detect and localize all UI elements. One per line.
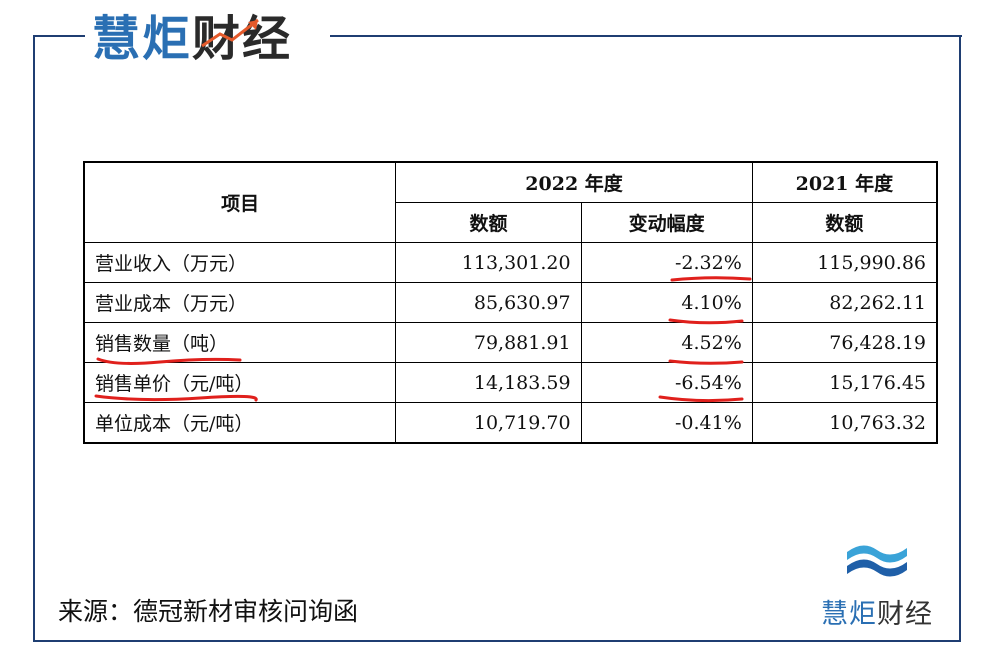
header-amount-2021: 数额 <box>751 202 938 243</box>
row-label: 营业收入（万元） <box>83 242 397 283</box>
row-value-2022: 85,630.97 <box>395 282 582 323</box>
row-value-2022: 14,183.59 <box>395 362 582 403</box>
row-change: -2.32% <box>580 242 753 283</box>
brand-part1: 慧炬 <box>92 11 193 67</box>
content-frame <box>33 36 961 642</box>
table-row: 销售数量（吨） 79,881.91 4.52% 76,428.19 <box>83 322 938 363</box>
row-value-2021: 10,763.32 <box>751 402 938 444</box>
financial-table: 项目 2022 年度 2021 年度 数额 变动幅度 数额 营业收入（万元） 1… <box>83 161 938 444</box>
row-value-2021: 15,176.45 <box>751 362 938 403</box>
header-item: 项目 <box>83 161 397 243</box>
row-value-2022: 10,719.70 <box>395 402 582 444</box>
brand-logo-bottom: 慧炬财经 <box>812 538 942 631</box>
row-value-2021: 115,990.86 <box>751 242 938 283</box>
row-change: -6.54% <box>580 362 753 403</box>
wave-logo-icon <box>847 545 907 577</box>
header-year-2022: 2022 年度 <box>395 161 753 203</box>
frame-top-left-line <box>33 35 85 37</box>
row-change: 4.52% <box>580 322 753 363</box>
row-value-2021: 76,428.19 <box>751 322 938 363</box>
brand-logo-bottom-text: 慧炬财经 <box>812 592 942 631</box>
brand-part1: 慧炬 <box>821 599 877 630</box>
brand-part2: 财经 <box>877 599 933 630</box>
row-value-2021: 82,262.11 <box>751 282 938 323</box>
table-row: 营业收入（万元） 113,301.20 -2.32% 115,990.86 <box>83 242 938 283</box>
brand-logo-top: 慧炬 财经 <box>92 4 292 67</box>
row-label: 销售单价（元/吨） <box>83 362 397 403</box>
row-label: 销售数量（吨） <box>83 322 397 363</box>
row-change: 4.10% <box>580 282 753 323</box>
frame-top-right-line <box>330 35 962 37</box>
table-row: 销售单价（元/吨） 14,183.59 -6.54% 15,176.45 <box>83 362 938 403</box>
header-year-2021: 2021 年度 <box>751 161 938 203</box>
header-amount-2022: 数额 <box>395 202 582 243</box>
brand-arrow-icon <box>201 18 259 48</box>
table-row: 单位成本（元/吨） 10,719.70 -0.41% 10,763.32 <box>83 402 938 444</box>
row-change: -0.41% <box>580 402 753 444</box>
table-row: 营业成本（万元） 85,630.97 4.10% 82,262.11 <box>83 282 938 323</box>
row-label: 营业成本（万元） <box>83 282 397 323</box>
row-label: 单位成本（元/吨） <box>83 402 397 444</box>
row-value-2022: 113,301.20 <box>395 242 582 283</box>
brand-part2: 财经 <box>192 11 293 67</box>
row-value-2022: 79,881.91 <box>395 322 582 363</box>
source-caption: 来源：德冠新材审核问询函 <box>58 597 359 626</box>
header-change: 变动幅度 <box>580 202 753 243</box>
